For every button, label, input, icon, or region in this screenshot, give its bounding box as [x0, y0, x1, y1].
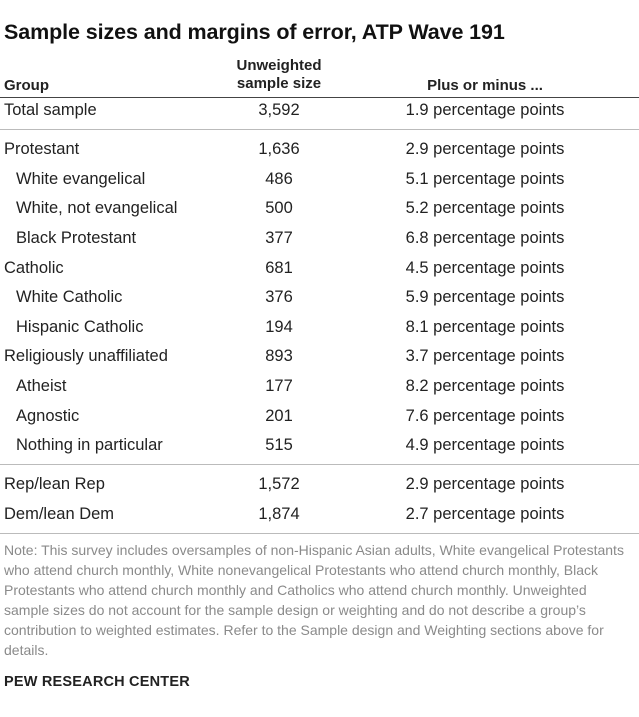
- row-sample-size: 515: [265, 436, 293, 454]
- row-margin-of-error: 6.8 percentage points: [405, 229, 565, 247]
- table-row: Agnostic 201 7.6 percentage points: [0, 405, 639, 434]
- column-header-sample-size-line2: sample size: [236, 75, 322, 92]
- row-group-label: Black Protestant: [16, 229, 137, 247]
- column-header-sample-size: Unweighted sample size: [209, 57, 349, 93]
- table-row: Nothing in particular 515 4.9 percentage…: [0, 434, 639, 463]
- row-sample-size: 177: [265, 377, 293, 395]
- row-group-label: Nothing in particular: [16, 436, 163, 454]
- row-group-label: Agnostic: [16, 407, 80, 425]
- row-margin-of-error: 4.9 percentage points: [405, 436, 565, 454]
- row-sample-size: 377: [265, 229, 293, 247]
- row-margin-of-error: 1.9 percentage points: [405, 101, 565, 119]
- row-group-label: Total sample: [4, 101, 97, 119]
- section-divider: [0, 464, 639, 465]
- footnote: Note: This survey includes oversamples o…: [4, 542, 624, 658]
- row-group-label: Catholic: [4, 259, 64, 277]
- table-row: White evangelical 486 5.1 percentage poi…: [0, 168, 639, 197]
- row-sample-size: 486: [265, 170, 293, 188]
- table-row: White, not evangelical 500 5.2 percentag…: [0, 197, 639, 226]
- row-sample-size: 893: [265, 347, 293, 365]
- table-row: Hispanic Catholic 194 8.1 percentage poi…: [0, 316, 639, 345]
- table-row: Protestant 1,636 2.9 percentage points: [0, 138, 639, 167]
- row-margin-of-error: 2.9 percentage points: [405, 475, 565, 493]
- column-header-group: Group: [4, 77, 49, 94]
- row-sample-size: 1,874: [258, 505, 300, 523]
- row-sample-size: 194: [265, 318, 293, 336]
- table-row: Dem/lean Dem 1,874 2.7 percentage points: [0, 503, 639, 532]
- row-margin-of-error: 5.9 percentage points: [405, 288, 565, 306]
- column-header-sample-size-line1: Unweighted: [236, 57, 322, 74]
- row-margin-of-error: 5.2 percentage points: [405, 199, 565, 217]
- row-group-label: Atheist: [16, 377, 67, 395]
- row-margin-of-error: 3.7 percentage points: [405, 347, 565, 365]
- table-row: Rep/lean Rep 1,572 2.9 percentage points: [0, 473, 639, 502]
- row-margin-of-error: 2.9 percentage points: [405, 140, 565, 158]
- table-bottom-divider: [0, 533, 639, 534]
- header-divider: [0, 97, 639, 98]
- row-group-label: Religiously unaffiliated: [4, 347, 168, 365]
- table-row: White Catholic 376 5.9 percentage points: [0, 286, 639, 315]
- source-credit: PEW RESEARCH CENTER: [4, 674, 190, 690]
- table-row: Religiously unaffiliated 893 3.7 percent…: [0, 345, 639, 374]
- table-title: Sample sizes and margins of error, ATP W…: [4, 20, 505, 44]
- row-group-label: Dem/lean Dem: [4, 505, 115, 523]
- row-margin-of-error: 5.1 percentage points: [405, 170, 565, 188]
- row-group-label: Rep/lean Rep: [4, 475, 105, 493]
- row-margin-of-error: 8.1 percentage points: [405, 318, 565, 336]
- section-divider: [0, 129, 639, 130]
- table-row: Black Protestant 377 6.8 percentage poin…: [0, 227, 639, 256]
- row-margin-of-error: 7.6 percentage points: [405, 407, 565, 425]
- column-header-margin-of-error: Plus or minus ...: [427, 77, 543, 94]
- row-sample-size: 500: [265, 199, 293, 217]
- row-group-label: White, not evangelical: [16, 199, 178, 217]
- table-row: Total sample 3,592 1.9 percentage points: [0, 99, 639, 128]
- row-group-label: Hispanic Catholic: [16, 318, 144, 336]
- row-group-label: White evangelical: [16, 170, 146, 188]
- row-sample-size: 1,636: [258, 140, 300, 158]
- row-sample-size: 3,592: [258, 101, 300, 119]
- row-sample-size: 1,572: [258, 475, 300, 493]
- row-margin-of-error: 8.2 percentage points: [405, 377, 565, 395]
- row-group-label: Protestant: [4, 140, 80, 158]
- table-row: Catholic 681 4.5 percentage points: [0, 257, 639, 286]
- row-sample-size: 201: [265, 407, 293, 425]
- row-sample-size: 376: [265, 288, 293, 306]
- row-sample-size: 681: [265, 259, 293, 277]
- row-group-label: White Catholic: [16, 288, 123, 306]
- row-margin-of-error: 2.7 percentage points: [405, 505, 565, 523]
- table-row: Atheist 177 8.2 percentage points: [0, 375, 639, 404]
- row-margin-of-error: 4.5 percentage points: [405, 259, 565, 277]
